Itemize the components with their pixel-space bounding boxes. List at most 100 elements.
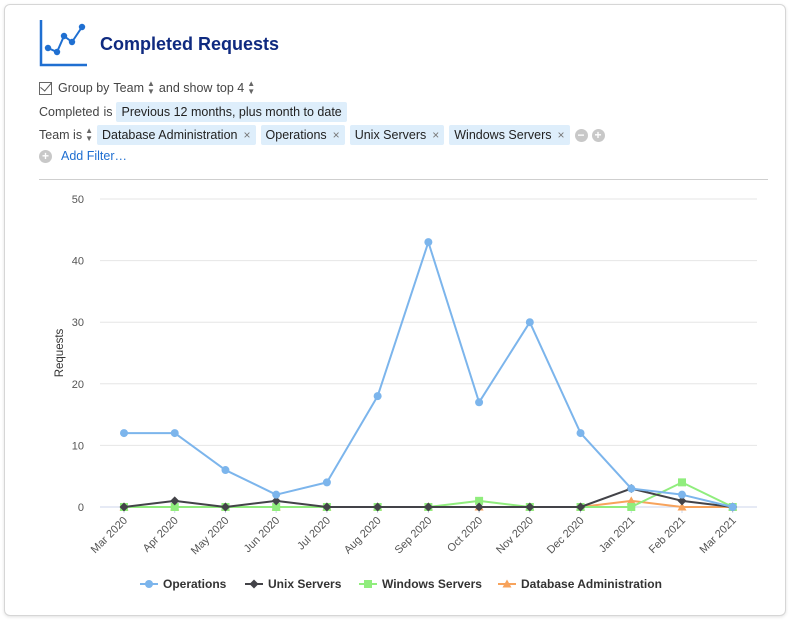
remove-circle-icon[interactable]: − [574, 128, 588, 142]
x-tick-label: Sep 2020 [393, 515, 435, 557]
x-tick-label: Aug 2020 [342, 515, 384, 557]
team-operator-text: Team is [39, 128, 83, 142]
data-point [475, 496, 484, 505]
add-filter-link[interactable]: Add Filter… [61, 149, 127, 163]
data-point [272, 490, 281, 499]
data-point [525, 502, 535, 512]
line-chart-icon [39, 20, 87, 67]
data-point [424, 238, 433, 247]
data-point [678, 490, 686, 499]
x-tick-label: Oct 2020 [445, 515, 485, 555]
data-point [677, 502, 687, 511]
team-operator-select[interactable]: Team is ▲ ▼ [39, 127, 93, 143]
y-tick-label: 50 [72, 194, 84, 206]
add-circle-icon[interactable]: + [591, 128, 605, 142]
legend-label: Database Administration [521, 577, 662, 591]
group-by-checkbox[interactable] [39, 81, 52, 95]
data-point [170, 429, 179, 438]
data-point [220, 502, 230, 512]
group-by-row: Group by Team ▲ ▼ and show top 4 ▲ ▼ [39, 80, 255, 96]
team-filter-pill: Operations × [260, 125, 345, 145]
show-label: and show [158, 81, 213, 95]
top-n-select[interactable]: top 4 ▲ ▼ [216, 80, 255, 96]
team-filter-row: Team is ▲ ▼ Database Administration × Ope… [39, 125, 609, 145]
legend-label: Unix Servers [268, 577, 342, 591]
y-axis-label: Requests [54, 328, 66, 377]
remove-icon[interactable]: × [557, 128, 565, 142]
data-point [170, 496, 180, 506]
data-point [576, 429, 585, 438]
data-point [322, 502, 332, 512]
x-tick-label: Jun 2020 [242, 515, 282, 555]
team-filter-label: Operations [265, 128, 327, 142]
team-filter-pill: Unix Servers × [349, 125, 445, 145]
team-filter-label: Database Administration [102, 128, 238, 142]
series-line [124, 241, 733, 508]
legend-label: Windows Servers [382, 577, 482, 591]
completed-range-text: Previous 12 months, plus month to date [121, 105, 342, 119]
completed-range-value[interactable]: Previous 12 months, plus month to date [116, 102, 347, 122]
data-point [170, 503, 179, 511]
completed-label: Completed [39, 105, 100, 119]
data-point [120, 429, 128, 438]
y-tick-label: 20 [72, 379, 84, 391]
data-point [373, 502, 383, 512]
sort-arrows-icon: ▲ ▼ [247, 79, 256, 96]
data-point [373, 392, 382, 401]
legend-label: Operations [163, 577, 227, 591]
x-tick-label: Jan 2021 [597, 515, 637, 555]
x-tick-label: May 2020 [189, 515, 232, 558]
x-tick-label: Mar 2020 [89, 515, 130, 556]
data-point [626, 496, 636, 505]
legend-marker [249, 579, 259, 589]
add-filter-row: + Add Filter… [39, 149, 127, 163]
legend-marker [502, 579, 512, 588]
x-tick-label: Mar 2021 [697, 515, 738, 556]
legend-marker [364, 580, 372, 588]
remove-icon[interactable]: × [243, 128, 251, 142]
y-tick-label: 0 [78, 502, 84, 514]
team-filter-label: Unix Servers [354, 128, 427, 142]
divider [39, 179, 768, 180]
data-point [221, 466, 230, 475]
remove-icon[interactable]: × [432, 128, 440, 142]
page-title: Completed Requests [100, 34, 280, 54]
x-tick-label: Nov 2020 [494, 515, 536, 557]
completed-filter-row: Completed is Previous 12 months, plus mo… [39, 102, 352, 122]
data-point [627, 503, 636, 511]
data-point [272, 503, 281, 511]
data-point [576, 502, 586, 512]
data-point [678, 478, 686, 487]
x-tick-label: Apr 2020 [141, 515, 181, 555]
y-tick-label: 40 [72, 256, 84, 268]
x-tick-label: Jul 2020 [295, 515, 333, 553]
completed-operator: is [103, 105, 113, 119]
team-filter-label: Windows Servers [454, 128, 552, 142]
data-point [322, 478, 331, 487]
data-point [475, 398, 484, 407]
x-tick-label: Feb 2021 [647, 515, 688, 556]
data-point [525, 318, 534, 327]
add-circle-icon[interactable]: + [39, 149, 52, 163]
data-point [728, 503, 737, 511]
data-point [119, 502, 129, 512]
sort-arrows-icon: ▲ ▼ [147, 79, 155, 96]
y-tick-label: 10 [72, 440, 84, 452]
team-filter-pill: Windows Servers × [449, 125, 570, 145]
data-point [474, 502, 484, 512]
data-point [677, 496, 687, 506]
group-by-label: Group by [58, 81, 110, 95]
x-tick-label: Dec 2020 [545, 515, 587, 557]
data-point [627, 484, 636, 493]
y-tick-label: 30 [72, 317, 84, 329]
team-filter-pill: Database Administration × [97, 125, 256, 145]
sort-arrows-icon: ▲ ▼ [85, 126, 93, 143]
top-n-value: top 4 [216, 81, 245, 95]
group-by-select[interactable]: Team ▲ ▼ [113, 80, 155, 96]
data-point [271, 496, 281, 506]
remove-icon[interactable]: × [332, 128, 340, 142]
group-by-value: Team [113, 81, 144, 95]
data-point [423, 502, 433, 512]
legend-marker [145, 580, 153, 588]
